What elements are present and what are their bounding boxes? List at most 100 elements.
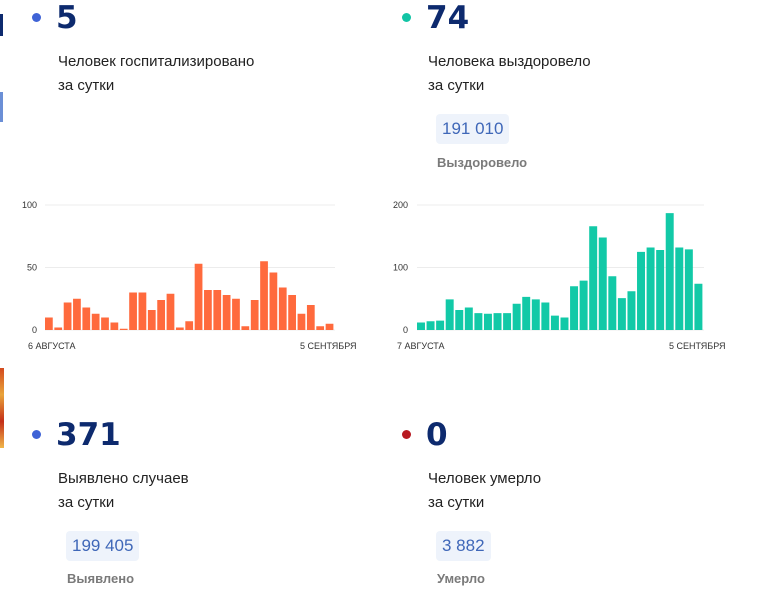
bar[interactable]	[260, 261, 268, 330]
recovered-chart: 200 100 0 7 АВГУСТА 5 СЕНТЯБРЯ	[393, 200, 726, 351]
recovered-value: 74	[426, 0, 470, 36]
bar[interactable]	[222, 295, 231, 330]
bar[interactable]	[241, 326, 250, 330]
bar[interactable]	[45, 317, 53, 331]
bar[interactable]	[598, 237, 607, 331]
recovered-card: 74 Человека выздоровело за сутки 191 010…	[402, 0, 591, 170]
hospitalized-label-line2: за сутки	[58, 77, 115, 94]
teal-dot-icon	[402, 13, 411, 22]
blue-dot-icon	[32, 13, 41, 22]
bar[interactable]	[570, 286, 579, 330]
bar[interactable]	[316, 326, 325, 330]
bar[interactable]	[306, 305, 315, 330]
bar[interactable]	[694, 283, 703, 330]
deaths-label-line1: Человек умерло	[428, 470, 542, 487]
cases-value: 371	[56, 417, 121, 453]
x-end-label: 5 СЕНТЯБРЯ	[300, 341, 357, 351]
recovered-label-line2: за сутки	[428, 77, 485, 94]
bar[interactable]	[665, 213, 674, 331]
bar[interactable]	[288, 295, 296, 330]
bar[interactable]	[110, 322, 119, 331]
x-start-label: 7 АВГУСТА	[397, 341, 445, 351]
edge-fragment-mid	[0, 92, 3, 122]
cases-label-line2: за сутки	[58, 494, 115, 511]
bar[interactable]	[63, 302, 72, 331]
bar[interactable]	[213, 290, 222, 330]
cases-total-caption: Выявлено	[67, 571, 135, 586]
y-tick-label: 0	[32, 325, 37, 335]
deaths-total-chip[interactable]: 3 882	[436, 531, 491, 561]
bar[interactable]	[54, 327, 63, 331]
recovered-total-chip[interactable]: 191 010	[436, 114, 510, 144]
hospitalized-chart: 100 50 0 6 АВГУСТА 5 СЕНТЯБРЯ	[22, 200, 357, 351]
bar[interactable]	[637, 251, 645, 331]
bar[interactable]	[175, 327, 184, 331]
y-tick-label: 0	[403, 325, 408, 335]
bar[interactable]	[464, 307, 473, 331]
bar[interactable]	[675, 247, 684, 331]
bar[interactable]	[250, 300, 259, 330]
bar[interactable]	[278, 287, 287, 331]
bar[interactable]	[522, 296, 531, 331]
bar[interactable]	[82, 307, 91, 331]
bar[interactable]	[579, 280, 588, 331]
bar[interactable]	[297, 313, 306, 330]
cases-card: 371 Выявлено случаев за сутки 199 405 Вы…	[0, 400, 380, 590]
bar[interactable]	[512, 303, 521, 330]
y-tick-label: 50	[27, 263, 37, 273]
bar[interactable]	[617, 298, 626, 331]
x-end-label: 5 СЕНТЯБРЯ	[669, 341, 726, 351]
bar[interactable]	[445, 299, 454, 331]
deaths-label-line2: за сутки	[428, 494, 485, 511]
bar[interactable]	[185, 321, 194, 330]
recovered-label-line1: Человека выздоровело	[428, 53, 591, 70]
bar[interactable]	[325, 323, 334, 330]
bar[interactable]	[73, 298, 81, 330]
hospitalized-card: 5 Человек госпитализировано за сутки	[0, 0, 380, 360]
bar[interactable]	[608, 276, 617, 330]
bar[interactable]	[560, 317, 569, 331]
bar[interactable]	[656, 250, 665, 330]
bar[interactable]	[531, 299, 540, 331]
x-start-label: 6 АВГУСТА	[28, 341, 76, 351]
bar[interactable]	[455, 310, 464, 330]
cases-total-chip[interactable]: 199 405	[66, 531, 140, 561]
bar[interactable]	[436, 320, 445, 331]
bar[interactable]	[474, 313, 483, 331]
recovered-total-caption: Выздоровело	[437, 155, 528, 170]
bar[interactable]	[589, 226, 598, 330]
blue-dot-icon	[32, 430, 41, 439]
bar[interactable]	[550, 315, 559, 331]
deaths-card: 0 Человек умерло за сутки 3 882 Умерло	[370, 400, 757, 590]
bar[interactable]	[194, 263, 203, 330]
y-tick-label: 200	[393, 200, 408, 210]
bar[interactable]	[147, 310, 156, 330]
bar[interactable]	[119, 328, 128, 330]
bar[interactable]	[232, 298, 240, 330]
bar[interactable]	[101, 317, 109, 331]
y-tick-label: 100	[22, 200, 37, 210]
bar[interactable]	[503, 313, 512, 331]
deaths-value: 0	[426, 417, 448, 453]
bar[interactable]	[269, 272, 278, 331]
bar[interactable]	[166, 293, 175, 330]
bar[interactable]	[129, 292, 137, 331]
bar[interactable]	[204, 290, 212, 330]
bar[interactable]	[157, 300, 166, 330]
deaths-total-caption: Умерло	[437, 571, 485, 586]
bar[interactable]	[627, 291, 636, 330]
hospitalized-label-line1: Человек госпитализировано	[58, 53, 255, 70]
edge-fragment-image	[0, 368, 4, 448]
bar[interactable]	[541, 302, 550, 331]
bar[interactable]	[684, 249, 693, 331]
bar[interactable]	[493, 313, 502, 331]
bar[interactable]	[483, 313, 492, 330]
bar[interactable]	[426, 321, 435, 330]
bar[interactable]	[417, 322, 425, 331]
red-dot-icon	[402, 430, 411, 439]
bar[interactable]	[91, 313, 100, 330]
bar[interactable]	[646, 247, 655, 331]
edge-fragment-top	[0, 14, 3, 36]
bar[interactable]	[138, 292, 147, 331]
hospitalized-value: 5	[56, 0, 78, 36]
